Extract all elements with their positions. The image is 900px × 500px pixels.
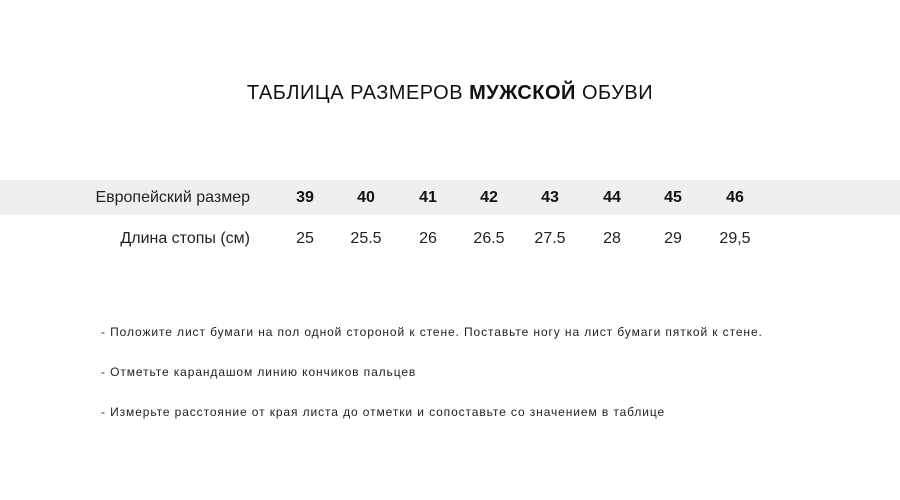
length-cell: 29,5 [719, 230, 751, 247]
length-row-label: Длина стопы (см) [120, 230, 250, 247]
size-row-label: Европейский размер [95, 189, 250, 206]
length-cell: 27.5 [534, 230, 566, 247]
title-part: ОБУВИ [581, 82, 654, 104]
header-row-background [0, 180, 900, 215]
length-cell: 28 [603, 230, 621, 247]
length-cell: 25 [296, 230, 314, 247]
length-cell: 26 [419, 230, 437, 247]
size-row: Европейский размер 39 40 41 42 43 44 45 … [0, 180, 900, 215]
instruction-item: - Измерьте расстояние от края листа до о… [101, 405, 666, 419]
page-title: ТАБЛИЦА РАЗМЕРОВ МУЖСКОЙ ОБУВИ [0, 82, 900, 105]
size-cell: 44 [603, 189, 621, 206]
title-part: ТАБЛИЦА РАЗМЕРОВ [246, 82, 464, 104]
size-cell: 41 [419, 189, 437, 206]
size-cell: 42 [480, 189, 498, 206]
title-bold-part: МУЖСКОЙ [469, 82, 576, 104]
instruction-item: - Отметьте карандашом линию кончиков пал… [101, 365, 417, 379]
length-cell: 25.5 [350, 230, 382, 247]
size-cell: 39 [296, 189, 314, 206]
size-cell: 43 [541, 189, 559, 206]
length-cell: 29 [664, 230, 682, 247]
size-cell: 45 [664, 189, 682, 206]
size-cell: 46 [726, 189, 744, 206]
length-cell: 26.5 [473, 230, 505, 247]
length-row: Длина стопы (см) 25 25.5 26 26.5 27.5 28… [0, 221, 900, 256]
size-cell: 40 [357, 189, 375, 206]
instruction-item: - Положите лист бумаги на пол одной стор… [101, 325, 763, 339]
